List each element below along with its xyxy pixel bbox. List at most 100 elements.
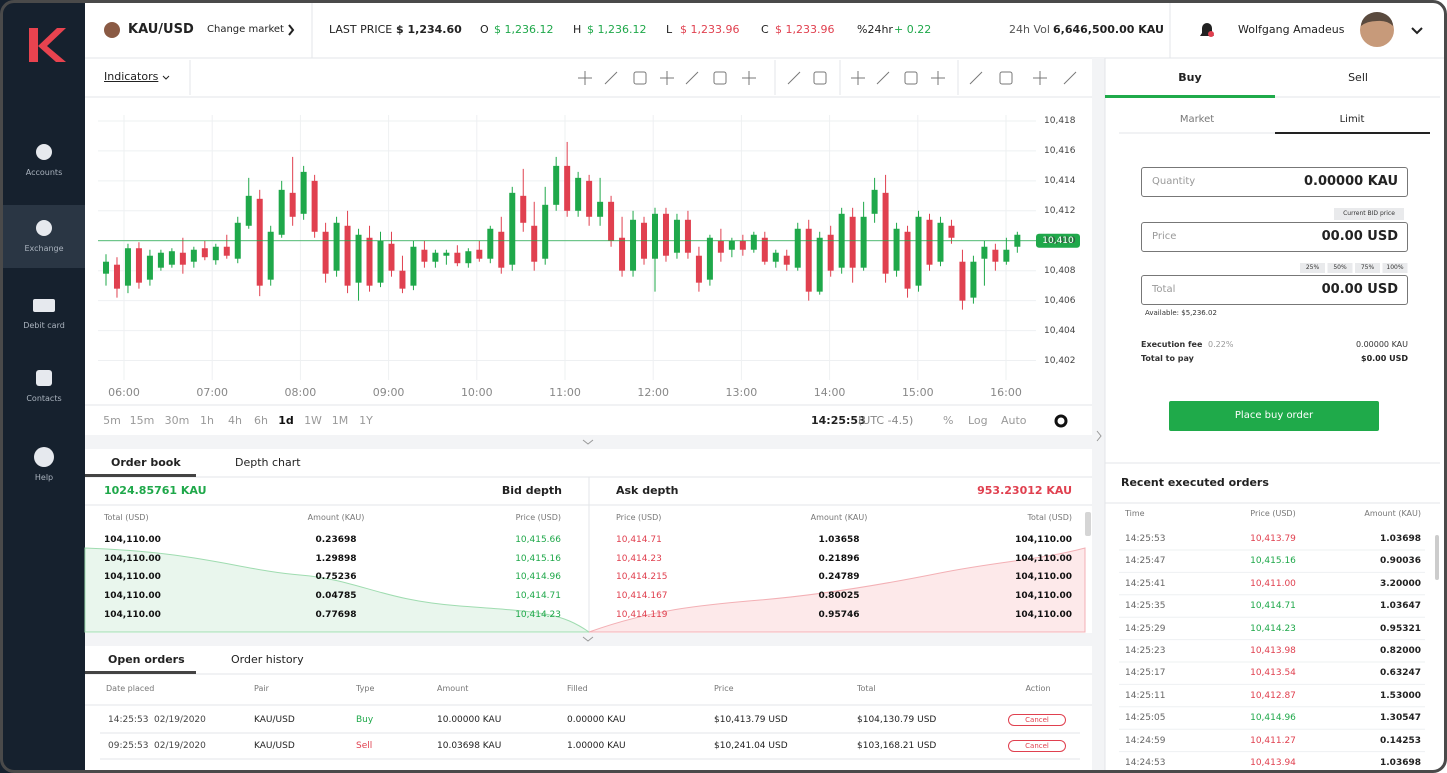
candle-body	[981, 246, 988, 259]
tab[interactable]: Open orders	[108, 653, 185, 666]
tab[interactable]: Order history	[231, 653, 304, 666]
y-tick-label: 10,414	[1044, 175, 1076, 186]
buy-tab[interactable]: Buy	[1178, 71, 1202, 84]
bid-cell: 0.04785	[315, 591, 357, 602]
candle-body	[893, 228, 900, 271]
recent-amount: 1.03698	[1380, 534, 1421, 544]
percent-toggle[interactable]: %	[943, 414, 954, 427]
x-tick-label: 15:00	[901, 386, 934, 399]
candle-body	[103, 261, 109, 274]
tab[interactable]: Depth chart	[235, 456, 301, 469]
sidebar-label[interactable]: Debit card	[23, 321, 65, 330]
pay-label: Total to pay	[1141, 354, 1194, 363]
recent-time: 14:25:47	[1125, 556, 1166, 567]
indicators[interactable]: Indicators	[104, 70, 159, 83]
recent-amount: 1.03698	[1380, 758, 1421, 768]
tool-icon	[787, 71, 801, 85]
cancel-label[interactable]: Cancel	[1025, 716, 1049, 724]
fee-label: Execution fee	[1141, 340, 1203, 349]
y-tick-label: 10,418	[1044, 115, 1076, 126]
column-header: Amount (KAU)	[1364, 509, 1421, 518]
tool-icon	[876, 71, 890, 85]
candle-body	[904, 231, 911, 289]
percent-label[interactable]: 100%	[1386, 264, 1404, 271]
limit-mode[interactable]: Limit	[1339, 114, 1365, 125]
user-name[interactable]: Wolfgang Amadeus	[1238, 23, 1345, 36]
candle-body	[750, 234, 757, 250]
candle-body	[333, 222, 340, 271]
interval[interactable]: 1h	[200, 414, 214, 427]
tab[interactable]: Order book	[111, 456, 181, 469]
percent-label[interactable]: 75%	[1360, 264, 1375, 271]
order-price: $10,413.79 USD	[714, 715, 788, 725]
sell-tab[interactable]: Sell	[1348, 71, 1368, 84]
interval[interactable]: 1d	[278, 414, 294, 427]
place-order-label[interactable]: Place buy order	[1234, 410, 1314, 421]
bid-tag-label: Current BID price	[1343, 210, 1395, 217]
candle-body	[717, 240, 724, 253]
change-market[interactable]: Change market	[207, 24, 284, 35]
total-input[interactable]	[1141, 275, 1408, 305]
sidebar-label[interactable]: Accounts	[25, 168, 63, 177]
chevron	[1096, 430, 1102, 442]
cancel-button[interactable]	[1008, 740, 1066, 752]
candle-body	[476, 249, 483, 259]
sidebar-icon	[33, 299, 55, 312]
candle-body	[1003, 249, 1010, 262]
interval[interactable]: 1W	[304, 414, 322, 427]
interval[interactable]: 30m	[164, 414, 190, 427]
candle-body	[937, 222, 944, 262]
percent-label[interactable]: 50%	[1333, 264, 1347, 271]
candle-body	[860, 216, 867, 268]
tool-icon	[931, 71, 945, 85]
recent-price: 10,413.54	[1250, 668, 1296, 679]
interval[interactable]: 4h	[228, 414, 242, 427]
available: Available: $5,236.02	[1145, 309, 1217, 317]
recent-time: 14:25:05	[1125, 713, 1166, 724]
candle-body	[575, 177, 582, 211]
sidebar-label[interactable]: Contacts	[26, 394, 62, 403]
sidebar-label[interactable]: Help	[34, 473, 54, 482]
auto-toggle[interactable]: Auto	[1001, 414, 1027, 427]
candle-body	[608, 201, 615, 241]
x-tick-label: 06:00	[108, 386, 140, 399]
log-toggle[interactable]: Log	[968, 414, 988, 427]
candle-body	[157, 252, 164, 268]
sidebar-active	[0, 205, 85, 268]
column-header: Type	[356, 684, 375, 693]
bid-cell: 10,414.23	[515, 609, 561, 620]
candle-body	[597, 201, 604, 217]
interval[interactable]: 6h	[254, 414, 268, 427]
recent-title: Recent executed orders	[1121, 476, 1269, 489]
interval[interactable]: 15m	[129, 414, 155, 427]
interval[interactable]: 5m	[103, 414, 121, 427]
cancel-button[interactable]	[1008, 714, 1066, 726]
interval[interactable]: 1M	[331, 414, 349, 427]
current-price-label: 10,410	[1042, 235, 1074, 246]
order-pair: KAU/USD	[254, 715, 295, 725]
y-tick-label: 10,406	[1044, 295, 1076, 306]
market-mode[interactable]: Market	[1179, 114, 1215, 125]
recent-amount: 0.14253	[1380, 735, 1421, 746]
bid-cell: 10,414.96	[515, 572, 561, 583]
cancel-label[interactable]: Cancel	[1025, 742, 1049, 750]
quantity-input[interactable]	[1141, 167, 1408, 197]
candle-body	[267, 231, 274, 280]
percent-label[interactable]: 25%	[1305, 264, 1320, 271]
interval[interactable]: 1Y	[359, 414, 373, 427]
place-order-button[interactable]	[1169, 401, 1379, 431]
ask-cell: 10,414.215	[616, 572, 668, 583]
candle-body	[882, 192, 889, 274]
sidebar-label[interactable]: Exchange	[24, 244, 64, 253]
current-price-box	[1036, 233, 1080, 248]
bid-cell: 104,110.00	[104, 609, 161, 620]
candle-body	[278, 189, 285, 235]
candle-body	[816, 237, 823, 292]
bid-cell: 10,414.71	[515, 591, 561, 602]
price-input[interactable]	[1141, 222, 1408, 252]
candle-body	[454, 252, 461, 264]
column-header: Pair	[254, 684, 269, 693]
recent-amount: 0.63247	[1380, 668, 1421, 679]
tool-icon	[1033, 71, 1047, 85]
